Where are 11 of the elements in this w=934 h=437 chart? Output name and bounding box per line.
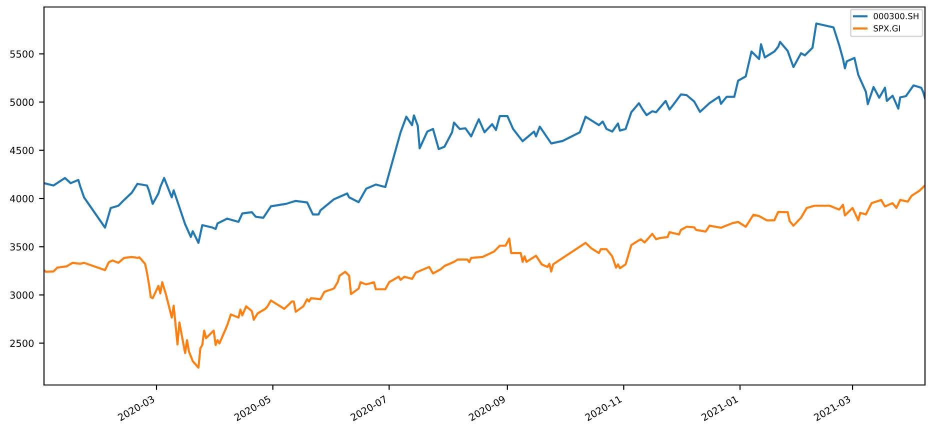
y-tick-label: 5500 (10, 50, 34, 58)
y-tick-label: 3000 (10, 291, 34, 299)
y-tick-label: 3500 (10, 243, 34, 251)
line-series (44, 184, 925, 369)
legend-label: 000300.SH (874, 12, 918, 20)
y-tick-label: 4500 (10, 146, 34, 154)
line-series (44, 22, 925, 244)
y-tick-label: 5000 (10, 98, 34, 106)
legend-label: SPX.GI (874, 25, 900, 32)
y-tick-label: 4000 (10, 194, 34, 202)
y-tick-label: 2500 (10, 340, 34, 347)
